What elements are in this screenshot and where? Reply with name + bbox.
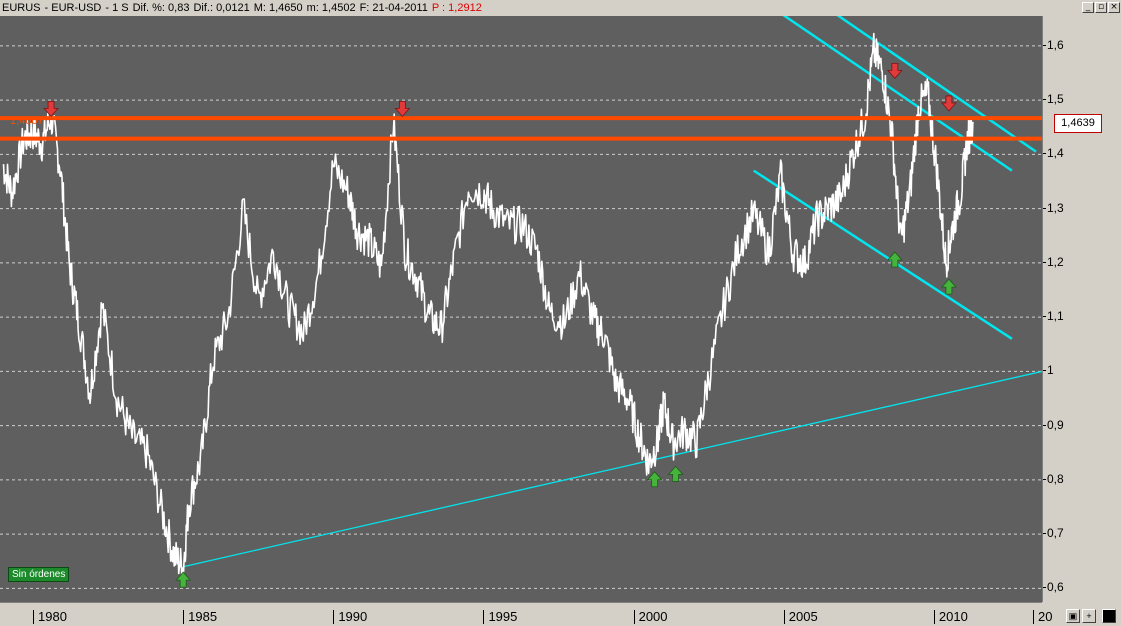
change-percent-label: Dif. %: 0,83 [132,2,190,14]
trendline [183,370,1042,568]
window-title: EURUS - EUR-USD - 1 S Dif. %: 0,83 Dif.: 0,0… [2,2,486,14]
price-tick-label: 1,3 [1043,200,1064,215]
price-tick-label: 0,8 [1043,471,1064,486]
year-tick-label: 2000 [633,610,668,624]
price-tick-label: 0,9 [1043,417,1064,432]
down-arrow-icon [43,100,59,117]
restore-button[interactable]: ▫ [1095,2,1107,13]
save-icon[interactable]: ▣ [1066,609,1080,623]
signal-arrows [43,62,957,588]
low-label: m: 1,4502 [306,2,356,14]
close-button[interactable]: × [1108,2,1120,13]
current-price-marker: 1,4639 [1054,114,1102,133]
down-arrow-icon [886,62,903,80]
up-arrow-icon [667,465,684,482]
up-arrow-icon [646,471,663,488]
resistance-value-label: 1,4667 [10,115,44,127]
down-arrow-icon [394,100,411,117]
price-tick-label: 1,4 [1043,146,1064,161]
orders-status-badge[interactable]: Sin órdenes [8,567,70,582]
close-panel-icon[interactable] [1102,609,1116,623]
high-label: M: 1,4650 [253,2,303,14]
price-tick-label: 1 [1043,363,1054,378]
trendline [753,169,1013,340]
price-tick-label: 1,1 [1043,309,1064,324]
plot-background [0,16,1042,602]
interval-label: - 1 S [105,2,129,14]
price-series [2,32,974,582]
year-tick-label: 2005 [783,610,818,624]
date-label: F: 21-04-2011 [359,2,428,14]
resistance-lines [0,116,1042,141]
year-tick-label: 1985 [183,610,217,624]
time-axis[interactable]: 1980 1985 1990 1995 2000 2005 2010 20 [0,602,1052,626]
price-tick-label: 1,6 [1043,37,1064,52]
price-tick-label: 0,7 [1043,526,1064,541]
instrument-label: - EUR-USD [44,2,102,14]
price-tick-label: 0,6 [1043,580,1064,595]
pin-icon[interactable]: + [1082,609,1096,623]
up-arrow-icon [886,251,903,268]
year-tick-label: 1995 [483,610,517,624]
year-tick-label: 1990 [333,610,367,624]
year-tick-label: 2010 [933,610,968,624]
down-arrow-icon [941,95,957,112]
price-chart[interactable]: 1,4667 [0,16,1042,602]
price-line [2,32,974,582]
up-arrow-icon [941,278,957,295]
trendlines [183,16,1042,568]
price-tick-label: 1,5 [1043,92,1064,107]
year-tick-label: 20 [1032,610,1052,624]
year-tick-label: 1980 [33,610,67,624]
trendline [782,16,1013,172]
price-tick-label: 1,2 [1043,254,1064,269]
symbol-label: EURUS [2,2,41,14]
minimize-button[interactable]: _ [1082,2,1094,13]
title-bar: EURUS - EUR-USD - 1 S Dif. %: 0,83 Dif.: 0,0… [0,0,1121,17]
price-label: P : 1,2912 [431,2,482,14]
price-axis[interactable]: 0,6 0,7 0,8 0,9 1 1,1 1,2 1,3 1,4 1,5 1,6 [1042,16,1121,602]
change-label: Dif.: 0,0121 [193,2,250,14]
up-arrow-icon [175,571,192,588]
trendline [836,16,1037,153]
